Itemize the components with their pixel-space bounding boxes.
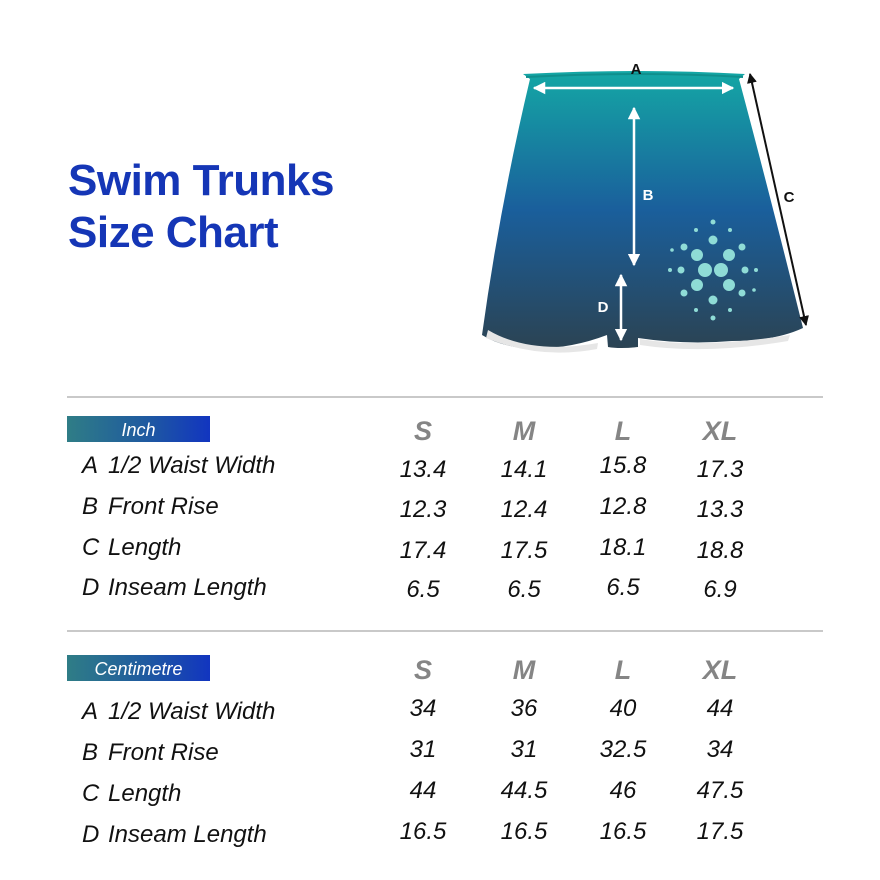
table-cell: 12.8 [599, 493, 647, 520]
row-label-front-rise: B Front Rise [82, 493, 219, 521]
measure-c-label: C [784, 189, 795, 206]
size-header-s: S [413, 655, 432, 685]
table-cell: 17.3 [696, 456, 744, 483]
row-label-length: C Length [82, 780, 181, 808]
row-code: B [82, 493, 99, 520]
table-cell: 17.5 [500, 537, 548, 564]
table-cell: 47.5 [696, 777, 744, 804]
table-cell: 6.5 [406, 576, 440, 603]
table-cell: 16.5 [399, 818, 447, 845]
row-text: Length [108, 534, 182, 561]
table-cell: 17.4 [399, 537, 447, 564]
table-cell: 15.8 [599, 452, 647, 479]
table-cell: 6.5 [507, 576, 541, 603]
size-header-l: L [614, 416, 632, 446]
unit-badge-centimetre: Centimetre [67, 655, 210, 681]
row-text: 1/2 Waist Width [108, 698, 276, 725]
row-label-front-rise: B Front Rise [82, 739, 219, 767]
shorts-shape [482, 71, 803, 353]
row-code: D [82, 821, 100, 848]
measure-b-label: B [643, 187, 654, 204]
row-text: Inseam Length [108, 574, 267, 601]
table-cell: 6.5 [606, 574, 640, 601]
table-cell: 31 [510, 736, 538, 763]
row-code: B [82, 739, 99, 766]
row-code: A [82, 452, 99, 479]
row-text: Front Rise [108, 493, 219, 520]
table-cell: 6.9 [703, 576, 737, 603]
row-code: D [82, 574, 100, 601]
table-cell: 34 [706, 736, 734, 763]
row-text: Inseam Length [108, 821, 267, 848]
table-cell: 40 [609, 695, 637, 722]
table-cell: 13.4 [399, 456, 447, 483]
title-line-2: Size Chart [68, 208, 279, 257]
swim-trunks-diagram: A B D C [482, 61, 809, 353]
row-text: Front Rise [108, 739, 219, 766]
table-cell: 12.3 [399, 496, 447, 523]
size-header-xl: XL [702, 655, 738, 685]
table-cell: 18.1 [599, 534, 647, 561]
row-label-waist: A 1/2 Waist Width [82, 698, 275, 726]
table-cell: 13.3 [696, 496, 744, 523]
table-cell: 18.8 [696, 537, 744, 564]
size-header-l: L [614, 655, 632, 685]
table-cell: 12.4 [500, 496, 548, 523]
table-cell: 32.5 [599, 736, 647, 763]
table-cell: 36 [510, 695, 538, 722]
size-table-centimetre: Centimetre S M L XL A 1/2 Waist Width 34 … [0, 655, 880, 875]
row-text: 1/2 Waist Width [108, 452, 276, 479]
table-cell: 16.5 [500, 818, 548, 845]
title-line-1: Swim Trunks [68, 156, 334, 205]
page-title: Swim Trunks Size Chart [68, 155, 334, 259]
row-code: C [82, 780, 100, 807]
table-cell: 16.5 [599, 818, 647, 845]
table-cell: 46 [609, 777, 637, 804]
row-code: A [82, 698, 99, 725]
row-text: Length [108, 780, 182, 807]
table-cell: 31 [409, 736, 437, 763]
table-cell: 34 [409, 695, 437, 722]
row-label-inseam: D Inseam Length [82, 574, 267, 602]
row-label-waist: A 1/2 Waist Width [82, 452, 275, 480]
table-cell: 14.1 [500, 456, 548, 483]
size-header-s: S [413, 416, 432, 446]
table-cell: 44 [706, 695, 734, 722]
unit-badge-inch: Inch [67, 416, 210, 442]
divider-top [67, 396, 823, 398]
row-code: C [82, 534, 100, 561]
measure-a-label: A [631, 61, 642, 78]
table-cell: 44.5 [500, 777, 548, 804]
size-header-m: M [512, 655, 536, 685]
row-label-length: C Length [82, 534, 181, 562]
measure-d-label: D [598, 299, 609, 316]
size-header-m: M [512, 416, 536, 446]
table-cell: 44 [409, 777, 437, 804]
divider-middle [67, 630, 823, 632]
table-cell: 17.5 [696, 818, 744, 845]
measure-c-arrow [747, 73, 809, 326]
size-header-xl: XL [702, 416, 738, 446]
size-table-inch: Inch S M L XL A 1/2 Waist Width 13.4 14.1… [0, 416, 880, 636]
row-label-inseam: D Inseam Length [82, 821, 267, 849]
